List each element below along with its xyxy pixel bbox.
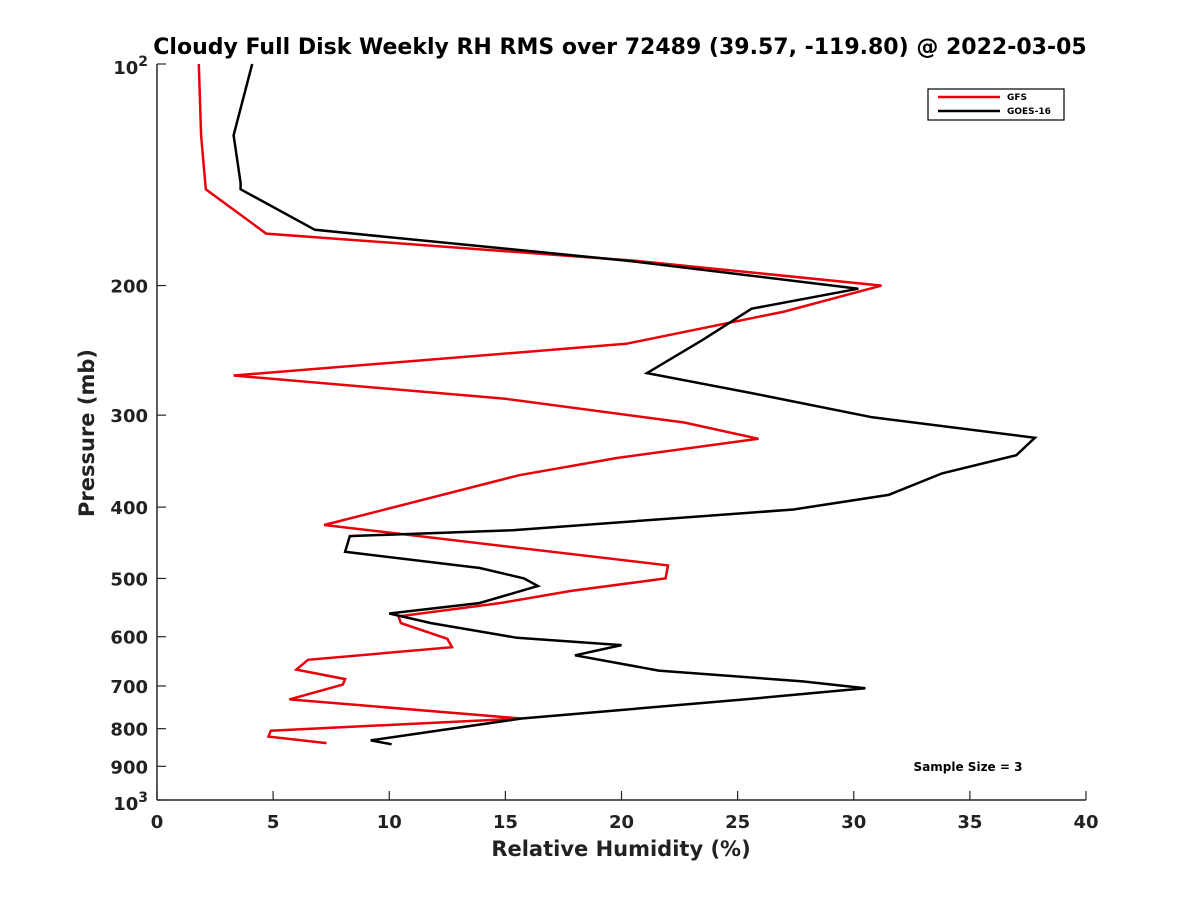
- x-tick-label: 25: [725, 812, 750, 833]
- x-tick-label: 15: [493, 812, 518, 833]
- series-line-gfs: [197, 63, 882, 745]
- x-tick-label: 35: [957, 812, 982, 833]
- y-tick-label: 700: [110, 677, 148, 698]
- series-line-goes-16: [232, 63, 1038, 746]
- y-tick-label: 900: [110, 757, 148, 778]
- y-tick-label: 500: [110, 569, 148, 590]
- y-axis-label: Pressure (mb): [75, 349, 99, 517]
- x-tick-label: 40: [1073, 812, 1098, 833]
- chart-title: Cloudy Full Disk Weekly RH RMS over 7248…: [153, 35, 1086, 60]
- y-tick-label: 200: [110, 277, 148, 298]
- legend: GFS GOES-16: [927, 88, 1065, 121]
- x-axis-label: Relative Humidity (%): [491, 837, 750, 861]
- y-tick-label: 103: [113, 790, 148, 815]
- y-tick-label: 102: [113, 54, 148, 79]
- y-tick-label: 600: [110, 628, 148, 649]
- y-axis-ticks: 102 200 300 400 500 600 700 800 900 103: [110, 54, 166, 815]
- legend-box: [927, 88, 1065, 121]
- x-tick-label: 0: [151, 812, 164, 833]
- x-tick-label: 5: [267, 812, 280, 833]
- x-tick-label: 30: [841, 812, 866, 833]
- y-tick-label: 800: [110, 720, 148, 741]
- y-tick-label: 400: [110, 498, 148, 519]
- legend-entry-label: GFS: [1007, 93, 1027, 103]
- x-axis-ticks: 0 5 10 15 20 25 30 35 40: [151, 791, 1099, 833]
- x-tick-label: 20: [609, 812, 634, 833]
- series-group: [197, 63, 1038, 746]
- plot-frame: [156, 64, 1086, 801]
- sample-size-annotation: Sample Size = 3: [914, 760, 1023, 774]
- y-tick-label: 300: [110, 406, 148, 427]
- x-tick-label: 10: [377, 812, 402, 833]
- legend-entry-label: GOES-16: [1007, 107, 1051, 117]
